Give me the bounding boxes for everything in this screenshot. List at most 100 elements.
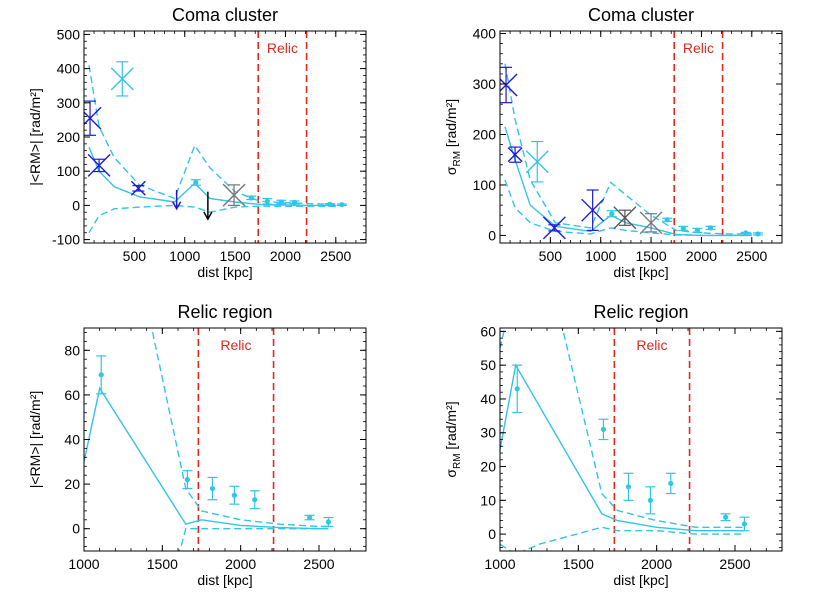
model-line-upper	[504, 63, 752, 235]
data-point	[84, 100, 102, 136]
data-point	[289, 199, 300, 205]
data-point	[639, 211, 663, 235]
point-marker	[647, 497, 654, 503]
point-marker	[694, 227, 701, 233]
y-tick-label: 60	[480, 323, 496, 339]
data-point	[692, 227, 703, 233]
x-tick-label: 2000	[686, 248, 717, 264]
y-axis-label-symbol: σ	[443, 469, 459, 478]
model-line-center	[504, 126, 752, 237]
point-marker	[741, 521, 748, 527]
x-tick-label: 2500	[719, 556, 750, 572]
cross-marker-stroke	[110, 67, 134, 91]
point-marker	[252, 497, 258, 503]
model-line-upper	[84, 328, 329, 528]
y-tick-label: -100	[52, 232, 80, 248]
point-marker	[193, 179, 199, 186]
plot-area	[84, 328, 334, 551]
y-axis-label-symbol: σ	[443, 166, 459, 175]
data-point	[512, 364, 523, 414]
relic-label: Relic	[683, 40, 714, 56]
cross-marker-stroke	[87, 153, 111, 177]
cross-marker-stroke	[525, 150, 549, 174]
data-point	[720, 513, 731, 522]
relic-label: Relic	[636, 337, 667, 353]
data-point	[304, 514, 315, 521]
chart-title: Coma cluster	[588, 5, 694, 25]
point-marker	[609, 211, 615, 217]
point-marker	[707, 225, 714, 231]
y-tick-label: 400	[57, 61, 81, 77]
model-line-upper	[88, 65, 336, 206]
plot-area	[500, 31, 763, 243]
cross-marker-stroke	[507, 147, 523, 163]
model-line-lower	[177, 528, 329, 551]
y-tick-label: 50	[480, 357, 496, 373]
data-point	[262, 197, 273, 205]
data-point	[581, 189, 605, 231]
point-marker	[278, 199, 284, 205]
x-tick-label: 1000	[68, 556, 99, 572]
data-point	[525, 140, 549, 183]
data-point	[662, 217, 673, 223]
data-point	[705, 225, 716, 231]
y-tick-label: 0	[72, 521, 80, 537]
model-line-center	[88, 147, 336, 207]
upper-limit-arrow	[172, 190, 182, 211]
arrow-head	[203, 211, 213, 221]
data-point	[96, 355, 107, 395]
chart-panel-4: 1000 1500 2000 2500 0 10 20 30 40 50 60 Relic regio…	[443, 302, 783, 588]
arrow-head	[172, 201, 182, 211]
cross-marker-stroke	[500, 73, 518, 93]
data-point	[739, 516, 750, 532]
point-marker	[339, 202, 345, 208]
y-axis-label-units: [rad/m²]	[443, 99, 459, 151]
y-tick-label: 500	[57, 26, 81, 42]
chart-title: Relic region	[593, 302, 688, 322]
x-tick-label: 1500	[219, 248, 250, 264]
x-axis-label: dist [kpc]	[197, 572, 252, 588]
data-point	[500, 66, 518, 104]
point-marker	[248, 195, 254, 201]
point-marker	[209, 485, 216, 492]
data-point	[542, 216, 566, 240]
cross-marker-stroke	[84, 106, 102, 126]
y-tick-label: 40	[480, 391, 496, 407]
x-tick-label: 1000	[169, 248, 200, 264]
chart-title: Coma cluster	[172, 5, 278, 25]
data-point	[323, 516, 334, 528]
point-marker	[264, 198, 270, 204]
y-tick-label: 400	[473, 26, 497, 42]
data-point	[110, 61, 134, 97]
data-point	[87, 153, 111, 177]
y-tick-label: 300	[473, 76, 497, 92]
point-marker	[755, 231, 761, 237]
data-point	[678, 225, 689, 231]
cross-marker-stroke	[613, 206, 637, 230]
y-axis-label-subscript: RM	[452, 453, 463, 469]
point-marker	[668, 480, 674, 487]
x-tick-label: 2500	[736, 248, 767, 264]
y-tick-label: 30	[480, 425, 496, 441]
y-tick-label: 20	[64, 476, 80, 492]
y-axis-label-units: [rad/m²]	[443, 401, 459, 453]
x-tick-label: 1000	[585, 248, 616, 264]
cross-marker-stroke	[130, 180, 146, 196]
cross-marker-stroke	[542, 216, 566, 240]
x-tick-label: 1000	[484, 556, 515, 572]
x-tick-label: 2500	[303, 556, 334, 572]
point-marker	[184, 477, 190, 483]
cross-marker-stroke	[639, 211, 663, 235]
x-tick-label: 500	[539, 248, 563, 264]
y-tick-label: 100	[473, 177, 497, 193]
point-marker	[291, 199, 298, 205]
data-point	[324, 201, 335, 207]
model-line-center	[84, 386, 329, 530]
data-point	[645, 486, 656, 515]
data-point	[229, 485, 240, 505]
point-marker	[514, 386, 520, 392]
model-line-upper	[500, 328, 745, 528]
plot-area	[84, 31, 347, 243]
data-point	[606, 210, 617, 218]
